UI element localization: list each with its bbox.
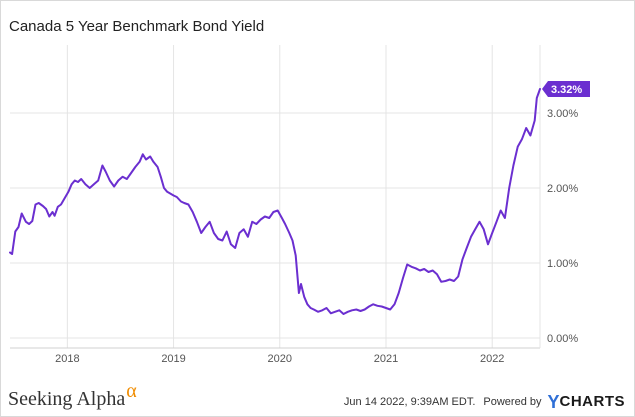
ycharts-logo-mark: Y (547, 392, 560, 412)
y-tick-labels: 0.00% 1.00% 2.00% 3.00% (547, 108, 578, 345)
x-tick-label: 2018 (55, 353, 79, 365)
y-tick-label: 1.00% (547, 258, 578, 270)
x-tick-labels: 2018 2019 2020 2021 2022 (55, 353, 504, 365)
x-tick-label: 2021 (374, 353, 398, 365)
y-tick-label: 2.00% (547, 183, 578, 195)
last-value-label: 3.32% (551, 84, 582, 96)
y-tick-label: 0.00% (547, 333, 578, 345)
y-gridlines (10, 112, 540, 339)
alpha-icon: α (126, 380, 137, 402)
seeking-alpha-logo: Seeking Alphaα (8, 380, 137, 411)
last-value-badge-shape (542, 81, 590, 97)
powered-by-label: Powered by (483, 396, 542, 408)
last-value-badge: 3.32% (542, 81, 590, 97)
timestamp: Jun 14 2022, 9:39AM EDT. (343, 396, 476, 408)
x-gridlines (10, 45, 541, 349)
x-tick-label: 2019 (161, 353, 185, 365)
x-tick-label: 2020 (268, 353, 292, 365)
chart-title: Canada 5 Year Benchmark Bond Yield (9, 18, 265, 35)
y-tick-label: 3.00% (547, 108, 578, 120)
x-tick-label: 2022 (480, 353, 504, 365)
brand-name: Seeking Alpha (8, 388, 126, 410)
ycharts-logo-text: CHARTS (559, 393, 625, 410)
series-line (9, 88, 541, 315)
footer-attribution: Jun 14 2022, 9:39AM EDT. Powered by Y CHA… (343, 392, 625, 412)
